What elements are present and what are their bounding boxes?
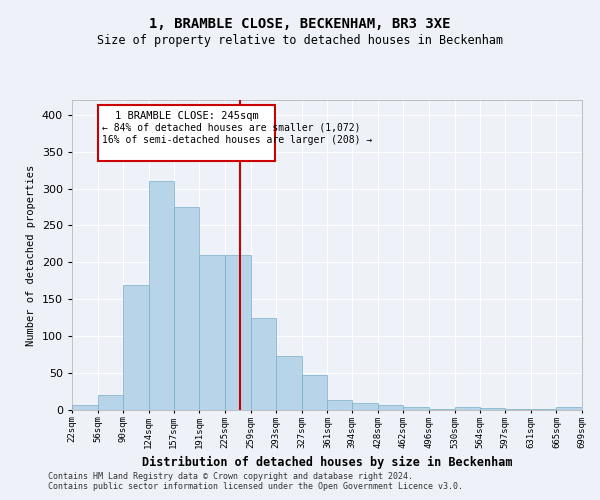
- Bar: [403, 407, 429, 410]
- Bar: [98, 105, 275, 162]
- Bar: [251, 318, 276, 410]
- Bar: [481, 408, 505, 410]
- Text: Contains HM Land Registry data © Crown copyright and database right 2024.: Contains HM Land Registry data © Crown c…: [48, 472, 413, 481]
- Bar: [302, 374, 328, 410]
- Bar: [352, 402, 378, 410]
- Bar: [225, 255, 251, 410]
- Bar: [276, 356, 302, 410]
- Text: Contains public sector information licensed under the Open Government Licence v3: Contains public sector information licen…: [48, 482, 463, 491]
- Bar: [123, 284, 149, 410]
- Text: 1, BRAMBLE CLOSE, BECKENHAM, BR3 3XE: 1, BRAMBLE CLOSE, BECKENHAM, BR3 3XE: [149, 18, 451, 32]
- Bar: [328, 400, 352, 410]
- Bar: [173, 207, 199, 410]
- Bar: [72, 405, 98, 410]
- Text: ← 84% of detached houses are smaller (1,072): ← 84% of detached houses are smaller (1,…: [102, 123, 361, 133]
- Bar: [378, 405, 403, 410]
- Bar: [98, 395, 123, 410]
- Text: 16% of semi-detached houses are larger (208) →: 16% of semi-detached houses are larger (…: [102, 134, 373, 144]
- Bar: [149, 181, 173, 410]
- X-axis label: Distribution of detached houses by size in Beckenham: Distribution of detached houses by size …: [142, 456, 512, 469]
- Bar: [455, 407, 481, 410]
- Y-axis label: Number of detached properties: Number of detached properties: [26, 164, 36, 346]
- Bar: [199, 255, 225, 410]
- Text: Size of property relative to detached houses in Beckenham: Size of property relative to detached ho…: [97, 34, 503, 47]
- Text: 1 BRAMBLE CLOSE: 245sqm: 1 BRAMBLE CLOSE: 245sqm: [115, 111, 259, 121]
- Bar: [556, 407, 582, 410]
